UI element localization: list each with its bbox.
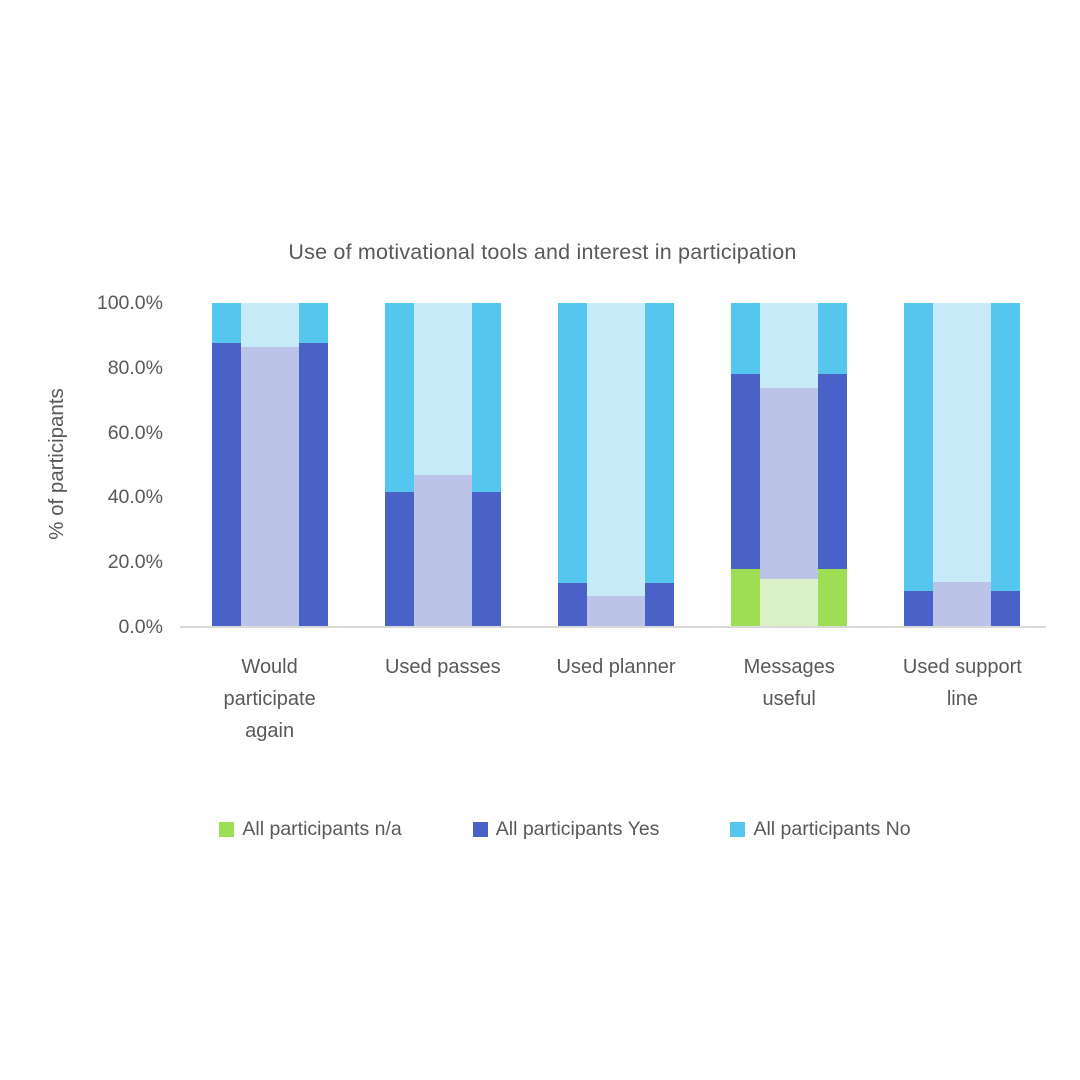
bar-segment (413, 303, 472, 476)
legend-item: All participants No (730, 818, 911, 841)
x-category-label: Would participate again (223, 656, 316, 742)
y-tick-label: 100.0% (96, 292, 163, 314)
legend-label: All participants No (753, 818, 911, 840)
y-tick-label: 0.0% (118, 616, 163, 638)
y-tick-label: 80.0% (107, 356, 163, 379)
legend: All participants n/a All participants Yes… (60, 818, 1070, 841)
bar-segment (760, 387, 819, 580)
legend-item: All participants n/a (219, 818, 402, 841)
legend-label: All participants n/a (242, 818, 402, 840)
bar-segment (760, 303, 819, 388)
legend-swatch-icon (219, 822, 235, 837)
x-category-label: Used support line (902, 656, 1022, 710)
plot-area (183, 303, 1049, 627)
legend-swatch-icon (730, 822, 746, 837)
x-axis-line (180, 626, 1046, 628)
legend-swatch-icon (472, 822, 488, 837)
legend-label: All participants Yes (495, 818, 660, 840)
bar-segment (587, 595, 645, 627)
bar-segment (933, 303, 992, 582)
x-category-label: Used passes (384, 656, 501, 678)
x-category-label: Used planner (556, 656, 676, 678)
bar-segment (933, 581, 992, 627)
bar-segment (413, 475, 472, 627)
bar-segment (587, 303, 645, 596)
y-tick-label: 20.0% (107, 551, 163, 574)
x-category-label: Messages useful (743, 656, 835, 710)
bar-segment (240, 346, 299, 627)
y-tick-label: 40.0% (107, 486, 163, 509)
bar-segment (240, 303, 299, 347)
bar-segment (760, 579, 819, 627)
legend-item: All participants Yes (472, 818, 660, 841)
chart-title: Use of motivational tools and interest i… (288, 240, 797, 264)
y-axis-title: % of participants (45, 388, 68, 540)
y-tick-label: 60.0% (107, 421, 163, 444)
